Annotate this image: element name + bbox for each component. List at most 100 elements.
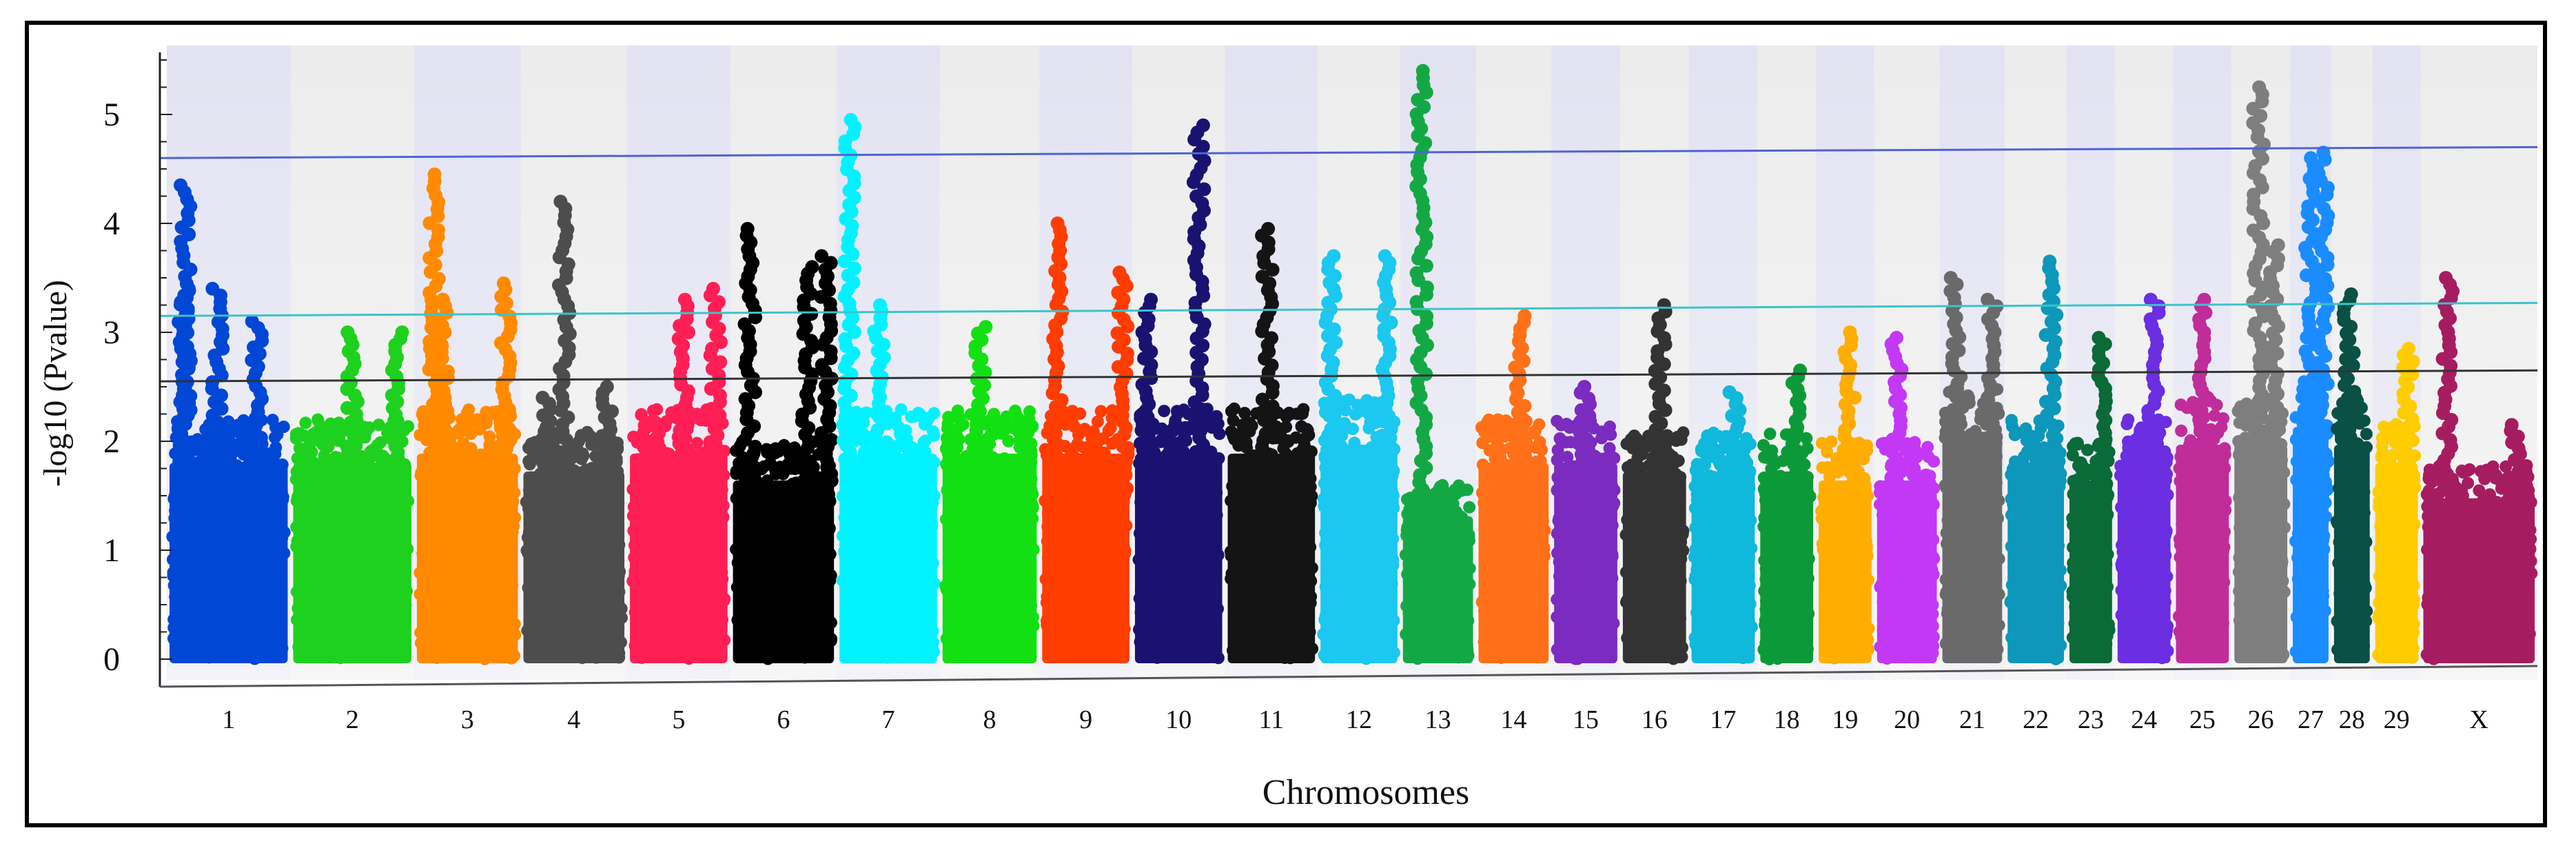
chr-8-point bbox=[1002, 434, 1015, 447]
chr-5-point bbox=[645, 414, 658, 427]
chr-8-point bbox=[1009, 404, 1022, 417]
chr-8-point bbox=[983, 437, 996, 450]
chr-2-point bbox=[299, 416, 312, 430]
chr-2-point bbox=[333, 434, 346, 447]
chr-3-peak-point bbox=[427, 167, 442, 181]
chr-3-point bbox=[483, 438, 496, 451]
chr-4-peak-point bbox=[535, 390, 550, 405]
chr-2-peak-point bbox=[395, 325, 409, 339]
chr-10-point bbox=[1158, 405, 1171, 418]
chr-2-point bbox=[374, 436, 387, 449]
chr-8-point bbox=[1023, 405, 1036, 418]
chr-5-peak-point bbox=[677, 292, 692, 307]
chr-9-point bbox=[1094, 405, 1107, 418]
chr-1-point bbox=[197, 447, 210, 460]
chr-11-point bbox=[1227, 430, 1240, 443]
chr-10-peak-point bbox=[1196, 118, 1210, 132]
chr-11-point bbox=[1282, 435, 1295, 448]
chr-1-point bbox=[268, 431, 281, 444]
chr-4-peak-point bbox=[600, 380, 614, 394]
chr-8-peak-point bbox=[979, 320, 993, 334]
chr-1-points bbox=[166, 178, 291, 665]
chr-1-peak-point bbox=[245, 314, 259, 329]
chr-7-point bbox=[897, 434, 910, 447]
chr-7-point bbox=[905, 410, 918, 423]
manhattan-plot: 1 2 3 4 5 6 7 8 9 10 11 12 13 14 15 16 17 18 19 20 21 22 23 24 2… bbox=[37, 46, 2538, 812]
chr-3-peak-point bbox=[436, 292, 450, 307]
chr-1-point bbox=[234, 427, 247, 440]
chr-8-point bbox=[988, 423, 1001, 436]
chr-12-point bbox=[1364, 416, 1377, 429]
chr-9-point bbox=[1096, 432, 1110, 445]
chr-10-point bbox=[1169, 414, 1182, 427]
chr-11-point bbox=[1243, 416, 1256, 430]
chr-5-point bbox=[660, 415, 673, 428]
chr-3-peak-point bbox=[496, 276, 511, 290]
chr-9-point bbox=[1070, 439, 1083, 452]
chr-2-point bbox=[355, 450, 368, 463]
chr-5-point bbox=[651, 403, 664, 416]
chr-1-point bbox=[269, 447, 282, 461]
chr-6-point bbox=[769, 442, 782, 455]
chr-2-point bbox=[311, 414, 325, 427]
chr-6-peak-point bbox=[740, 221, 755, 236]
chr-8-point bbox=[1016, 415, 1029, 428]
chr-1-peak-point bbox=[174, 178, 187, 192]
chr-1-peak-point bbox=[205, 281, 220, 296]
chr-8-point bbox=[951, 404, 964, 417]
chr-7-peak-point bbox=[872, 298, 887, 312]
chr-7-point bbox=[928, 407, 941, 420]
chr-1-point bbox=[223, 447, 236, 461]
chr-6-peak-point bbox=[805, 260, 819, 274]
chr-3-point bbox=[480, 405, 493, 419]
chr-9-point bbox=[1066, 417, 1079, 430]
chr-2-peak-point bbox=[340, 470, 354, 485]
chr-2-point bbox=[372, 419, 385, 432]
chr-8-point bbox=[954, 416, 968, 430]
chr-1-point bbox=[266, 414, 279, 427]
chr-2-point bbox=[289, 432, 303, 445]
chr-11-peak-point bbox=[1261, 221, 1276, 236]
chr-1-point bbox=[277, 421, 290, 433]
chr-2-points bbox=[289, 325, 415, 665]
chr-8-point bbox=[1025, 437, 1038, 450]
chr-4-point bbox=[577, 449, 590, 462]
chr-7-point bbox=[895, 403, 908, 416]
chr-1-point bbox=[225, 437, 238, 450]
chr-2-point bbox=[378, 452, 391, 465]
chr-3-point bbox=[480, 416, 493, 430]
chr-11-point bbox=[1283, 408, 1296, 421]
chr-11-point bbox=[1296, 407, 1309, 420]
chr-3-point bbox=[464, 427, 478, 441]
chr-10-peak-point bbox=[1144, 292, 1158, 307]
chr-3-point bbox=[462, 403, 476, 416]
chr-7-point bbox=[892, 421, 906, 434]
chr-2-dense bbox=[293, 462, 411, 663]
chr-6-point bbox=[788, 459, 801, 472]
chr-4-peak-point bbox=[553, 194, 568, 209]
chr-10-point bbox=[1177, 403, 1190, 416]
chr-2-point bbox=[303, 453, 316, 466]
chr-8-point bbox=[941, 422, 954, 435]
chr-2-point bbox=[322, 441, 335, 453]
chr-9-point bbox=[1074, 407, 1087, 420]
chr-12-peak-point bbox=[1327, 249, 1341, 263]
chr-2-point bbox=[311, 425, 324, 438]
chr-9-peak-point bbox=[1050, 216, 1065, 230]
chr-6-point bbox=[778, 463, 791, 476]
chr-2-peak-point bbox=[340, 401, 354, 415]
chr-5-point bbox=[627, 430, 640, 443]
chr-6-point bbox=[730, 444, 742, 457]
chr-5-peak-point bbox=[706, 281, 720, 296]
chr-7-peak-point bbox=[844, 112, 858, 127]
chr-11-point bbox=[1225, 405, 1238, 418]
chr-2-point bbox=[321, 426, 334, 439]
chr-2-point bbox=[402, 420, 415, 433]
chr-9-point bbox=[1072, 428, 1085, 441]
chr-8-point bbox=[1013, 441, 1026, 454]
chr-2-peak-point bbox=[340, 325, 355, 339]
chr-8-point bbox=[999, 423, 1012, 436]
chr-6-peak-point bbox=[815, 249, 829, 263]
chart-frame: 1 2 3 4 5 6 7 8 9 10 11 12 13 14 15 16 17 18 19 20 21 22 23 24 2… bbox=[25, 21, 2547, 827]
chr-9-peak-point bbox=[1112, 265, 1127, 280]
